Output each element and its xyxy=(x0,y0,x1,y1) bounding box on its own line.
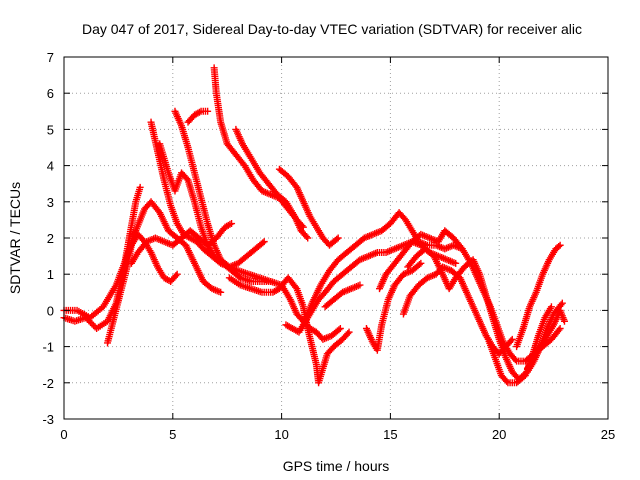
data-point xyxy=(88,320,96,328)
data-point xyxy=(555,326,563,334)
data-point xyxy=(136,183,144,191)
y-tick-label: -3 xyxy=(42,412,54,427)
data-point xyxy=(304,234,312,242)
y-tick-label: 1 xyxy=(47,267,54,282)
data-point xyxy=(560,317,568,325)
data-point xyxy=(556,241,564,249)
plot-area xyxy=(60,64,568,387)
data-point xyxy=(556,325,564,332)
data-point xyxy=(90,321,98,329)
data-point xyxy=(172,272,180,280)
data-point xyxy=(547,303,555,311)
data-point xyxy=(334,234,342,242)
data-point xyxy=(415,261,423,269)
data-point xyxy=(302,233,310,241)
series-track-g xyxy=(171,107,344,343)
y-tick-label: 3 xyxy=(47,195,54,210)
data-point xyxy=(503,377,511,385)
data-point xyxy=(511,356,519,364)
data-point xyxy=(217,288,225,296)
x-tick-label: 10 xyxy=(274,427,288,442)
data-point xyxy=(345,328,353,336)
series-track-k xyxy=(275,165,342,249)
series-track-u xyxy=(513,241,564,351)
data-point xyxy=(557,301,565,309)
data-point xyxy=(344,330,352,338)
chart-title: Day 047 of 2017, Sidereal Day-to-day VTE… xyxy=(82,21,582,37)
data-point xyxy=(558,299,566,307)
y-tick-label: 5 xyxy=(47,122,54,137)
x-tick-label: 25 xyxy=(601,427,615,442)
y-tick-label: -1 xyxy=(42,340,54,355)
data-point xyxy=(333,235,341,243)
series-track-p xyxy=(362,259,425,354)
data-point xyxy=(260,238,268,246)
y-axis-label: SDTVAR / TECUs xyxy=(7,182,23,294)
x-tick-label: 20 xyxy=(492,427,506,442)
data-point xyxy=(417,259,425,267)
data-point xyxy=(204,107,212,115)
y-tick-label: 0 xyxy=(47,303,54,318)
data-point xyxy=(452,259,460,267)
series-track-j xyxy=(232,125,312,242)
data-point xyxy=(173,270,181,278)
data-point xyxy=(292,283,300,291)
y-tick-label: 7 xyxy=(47,50,54,65)
y-tick-label: 2 xyxy=(47,231,54,246)
x-tick-label: 0 xyxy=(60,427,67,442)
data-point xyxy=(508,335,516,343)
x-tick-label: 15 xyxy=(383,427,397,442)
y-tick-label: 4 xyxy=(47,159,54,174)
x-axis-label: GPS time / hours xyxy=(283,458,390,474)
data-point xyxy=(228,220,236,228)
series-track-b xyxy=(60,198,225,322)
series-track-s xyxy=(404,245,566,383)
data-point xyxy=(507,337,515,345)
series-track-o xyxy=(321,281,364,311)
y-tick-label: -2 xyxy=(42,376,54,391)
series-track-i xyxy=(210,64,307,231)
data-point xyxy=(555,242,563,250)
data-point xyxy=(335,326,343,334)
x-tick-label: 5 xyxy=(169,427,176,442)
axis-ticks: 0 5 10 15 20 25 -3 -2 -1 0 1 2 3 4 5 6 7 xyxy=(42,50,615,442)
y-tick-label: 6 xyxy=(47,86,54,101)
data-point xyxy=(336,325,344,332)
data-point xyxy=(259,239,267,247)
data-point xyxy=(195,108,203,116)
data-point xyxy=(226,220,234,228)
series-track-h xyxy=(184,107,212,126)
series-track-v xyxy=(523,306,568,372)
series-track-c xyxy=(104,230,181,347)
data-point xyxy=(356,281,364,289)
